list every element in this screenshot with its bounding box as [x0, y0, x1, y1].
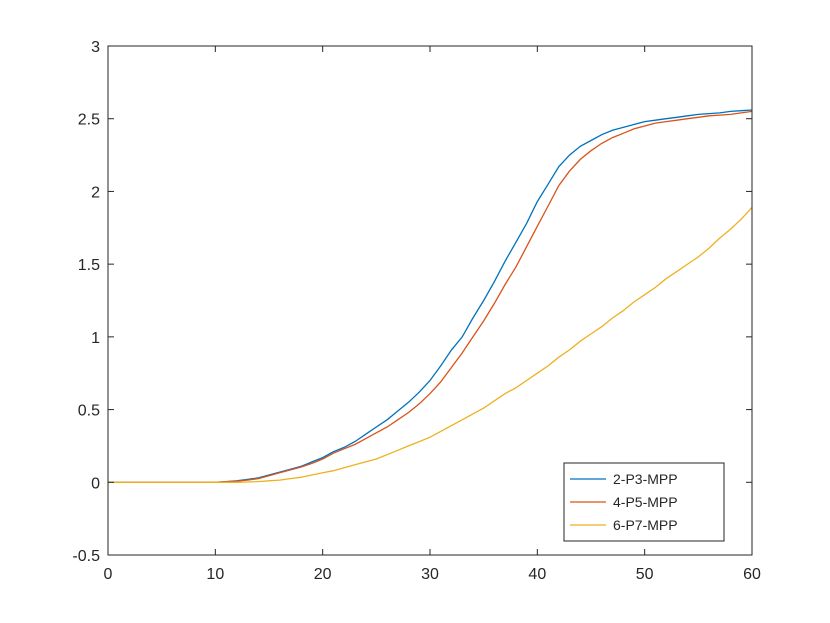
series-line-2 [108, 110, 753, 483]
legend-label-1: 2-P3-MPP [613, 471, 678, 487]
y-tick-label: 3 [91, 39, 100, 56]
y-tick-label: 2 [91, 184, 100, 201]
series-line-3 [108, 206, 753, 483]
series-line-1 [108, 109, 753, 483]
series-lines [108, 109, 753, 483]
y-tick-label: 0 [91, 475, 100, 492]
x-tick-label: 50 [636, 566, 654, 583]
legend: 2-P3-MPP 4-P5-MPP 6-P7-MPP [563, 462, 725, 542]
x-tick-label: 60 [743, 566, 761, 583]
x-tick-label: 40 [528, 566, 546, 583]
legend-label-2: 4-P5-MPP [613, 494, 678, 510]
x-tick-label: 10 [206, 566, 224, 583]
y-tick-label: 1.5 [78, 257, 100, 274]
x-tick-label: 20 [314, 566, 332, 583]
legend-label-3: 6-P7-MPP [613, 517, 678, 533]
y-tick-label: 0.5 [78, 403, 100, 420]
x-tick-label: 30 [421, 566, 439, 583]
y-tick-label: 2.5 [78, 112, 100, 129]
x-tick-label: 0 [104, 566, 113, 583]
y-axis-ticks: -0.5 0 0.5 1 1.5 2 2.5 3 [72, 39, 752, 565]
x-axis-ticks: 0 10 20 30 40 50 60 [104, 46, 761, 583]
y-tick-label: -0.5 [72, 548, 100, 565]
y-tick-label: 1 [91, 330, 100, 347]
